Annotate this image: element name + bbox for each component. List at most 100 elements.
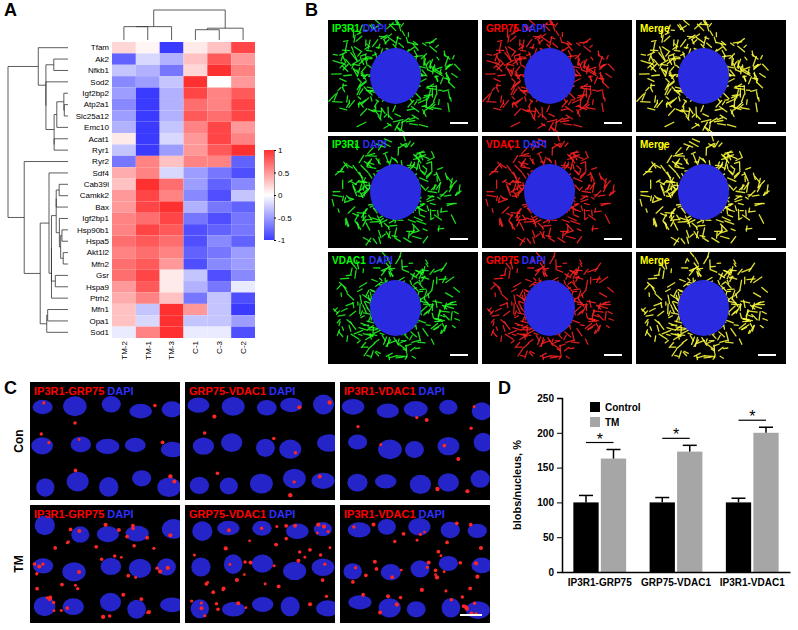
stain-stroke [657, 100, 663, 107]
stain-stroke [741, 108, 749, 109]
stain-stroke [513, 155, 518, 162]
heatmap-cell [112, 236, 136, 247]
heatmap-cell [184, 236, 208, 247]
stain-stroke [651, 88, 653, 92]
stain-stroke [607, 56, 609, 59]
stain-stroke [584, 209, 586, 218]
stain-stroke [703, 122, 707, 130]
stain-stroke [361, 165, 368, 172]
stain-stroke [718, 124, 726, 125]
stain-stroke [651, 88, 653, 92]
stain-stroke [673, 47, 676, 50]
stain-stroke [503, 198, 507, 199]
stain-stroke [577, 94, 586, 97]
dendrogram-link [59, 218, 68, 246]
stain-stroke [423, 237, 428, 243]
heatmap-cell [184, 133, 208, 144]
panel-label-part: DAPI [523, 139, 547, 150]
stain-stroke [648, 52, 655, 55]
stain-stroke [349, 198, 353, 199]
stain-stroke [446, 65, 450, 70]
heatmap-cell [184, 53, 208, 64]
panel-label: GRP75DAPI [486, 23, 546, 34]
heatmap-cell [160, 201, 184, 212]
row-label: Ak2 [95, 55, 109, 64]
stain-stroke [540, 232, 544, 238]
stain-stroke [669, 109, 675, 116]
stain-stroke [739, 162, 741, 172]
stain-stroke [719, 143, 722, 146]
stain-stroke [747, 89, 750, 91]
stain-stroke [722, 50, 725, 56]
stain-stroke [377, 216, 379, 220]
stain-stroke [673, 40, 675, 46]
tick: -1 [274, 236, 286, 245]
stain-stroke [414, 50, 417, 56]
stain-stroke [603, 92, 604, 99]
dendrogram-link [40, 223, 49, 324]
stain-stroke [710, 31, 713, 36]
stain-stroke [448, 77, 449, 80]
stain-stroke [340, 63, 345, 68]
stain-stroke [340, 108, 347, 110]
stain-stroke [369, 215, 372, 220]
stain-stroke [566, 162, 568, 167]
stain-stroke [395, 159, 398, 163]
stain-stroke [367, 56, 372, 58]
stain-stroke [577, 237, 582, 243]
stain-stroke [445, 57, 448, 66]
heatmap-cell [184, 167, 208, 178]
stain-stroke [352, 60, 360, 64]
stain-stroke [680, 218, 687, 220]
stain-stroke [744, 86, 746, 95]
stain-stroke [412, 162, 414, 167]
stain-stroke [455, 191, 461, 195]
stain-stroke [551, 147, 553, 155]
stain-stroke [433, 71, 442, 76]
stain-stroke [613, 185, 614, 194]
heatmap-cell [231, 292, 255, 303]
panel-label: IP3R1DAPI [332, 139, 387, 150]
stain-stroke [731, 110, 734, 117]
stain-stroke [697, 116, 701, 120]
heatmap-cell [207, 213, 231, 224]
stain-stroke [356, 222, 359, 224]
stain-stroke [368, 40, 370, 49]
stain-stroke [717, 118, 723, 120]
stain-stroke [671, 58, 681, 59]
stain-stroke [507, 69, 511, 75]
stain-stroke [577, 43, 580, 45]
stain-stroke [417, 99, 420, 101]
stain-stroke [659, 47, 661, 50]
stain-stroke [752, 55, 758, 60]
stain-stroke [652, 74, 660, 76]
heatmap-cell [112, 247, 136, 258]
stain-stroke [722, 50, 725, 56]
stain-stroke [456, 192, 457, 195]
stain-stroke [496, 84, 498, 88]
stain-stroke [666, 97, 669, 99]
stain-stroke [763, 64, 769, 70]
stain-stroke [565, 107, 572, 112]
heatmap-cell [112, 292, 136, 303]
stain-stroke [380, 216, 383, 218]
stain-stroke [684, 47, 688, 49]
heatmap-cell [207, 110, 231, 121]
stain-stroke [715, 109, 722, 111]
stain-stroke [567, 236, 575, 238]
stain-stroke [503, 100, 509, 107]
stain-stroke [753, 57, 756, 66]
stain-stroke [389, 220, 395, 223]
stain-stroke [704, 127, 708, 131]
stain-stroke [549, 228, 551, 237]
heatmap-cell [112, 122, 136, 133]
stain-stroke [356, 70, 358, 73]
stain-stroke [577, 166, 580, 168]
stain-stroke [743, 76, 745, 81]
heatmap-cell [231, 201, 255, 212]
heatmap-cell [231, 179, 255, 190]
stain-stroke [399, 43, 404, 47]
stain-stroke [568, 50, 571, 56]
stain-stroke [549, 20, 551, 24]
stain-stroke [356, 222, 361, 230]
